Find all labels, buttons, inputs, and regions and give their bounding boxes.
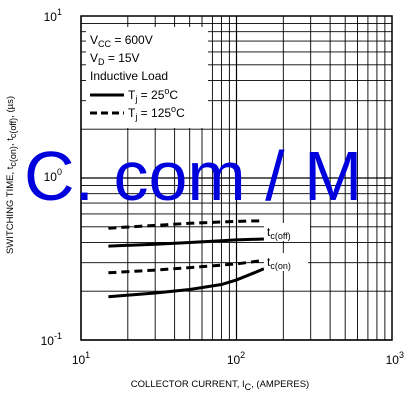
y-axis-label: SWITCHING TIME, tc(on), tc(off), (µs) xyxy=(5,96,18,254)
plot-frame xyxy=(80,15,393,341)
x-tick-labels: 101 102 103 xyxy=(72,350,404,367)
series-line-1 xyxy=(108,219,264,230)
legend-entry-125c: Tj = 125oC xyxy=(128,104,185,122)
condition-vd: VD = 15V xyxy=(90,51,140,67)
series-line-2 xyxy=(108,267,265,299)
y-tick-label-1: 100 xyxy=(44,167,62,184)
curve-annotations: tc(off) tc(on) xyxy=(264,223,310,271)
x-tick-label-100: 102 xyxy=(227,350,245,367)
legend-entry-25c: Tj = 25oC xyxy=(128,86,178,104)
y-tick-labels: 101 100 10-1 xyxy=(41,7,62,348)
annotation-tc-off: tc(off) xyxy=(267,225,291,241)
condition-vcc: VCC = 600V xyxy=(90,33,153,49)
condition-load: Inductive Load xyxy=(90,69,168,83)
x-axis-label: COLLECTOR CURRENT, IC, (AMPERES) xyxy=(131,379,309,392)
series-line-3 xyxy=(108,258,265,275)
series-line-0 xyxy=(108,237,264,248)
legend-box: VCC = 600V VD = 15V Inductive Load Tj = … xyxy=(86,27,208,128)
x-tick-label-1000: 103 xyxy=(386,350,404,367)
chart-series xyxy=(108,219,265,299)
watermark: C. com / M xyxy=(24,137,362,215)
y-tick-label-10: 101 xyxy=(44,7,62,24)
x-tick-label-10: 101 xyxy=(72,350,90,367)
y-tick-label-0-1: 10-1 xyxy=(41,331,62,348)
annotation-tc-on: tc(on) xyxy=(267,255,291,271)
